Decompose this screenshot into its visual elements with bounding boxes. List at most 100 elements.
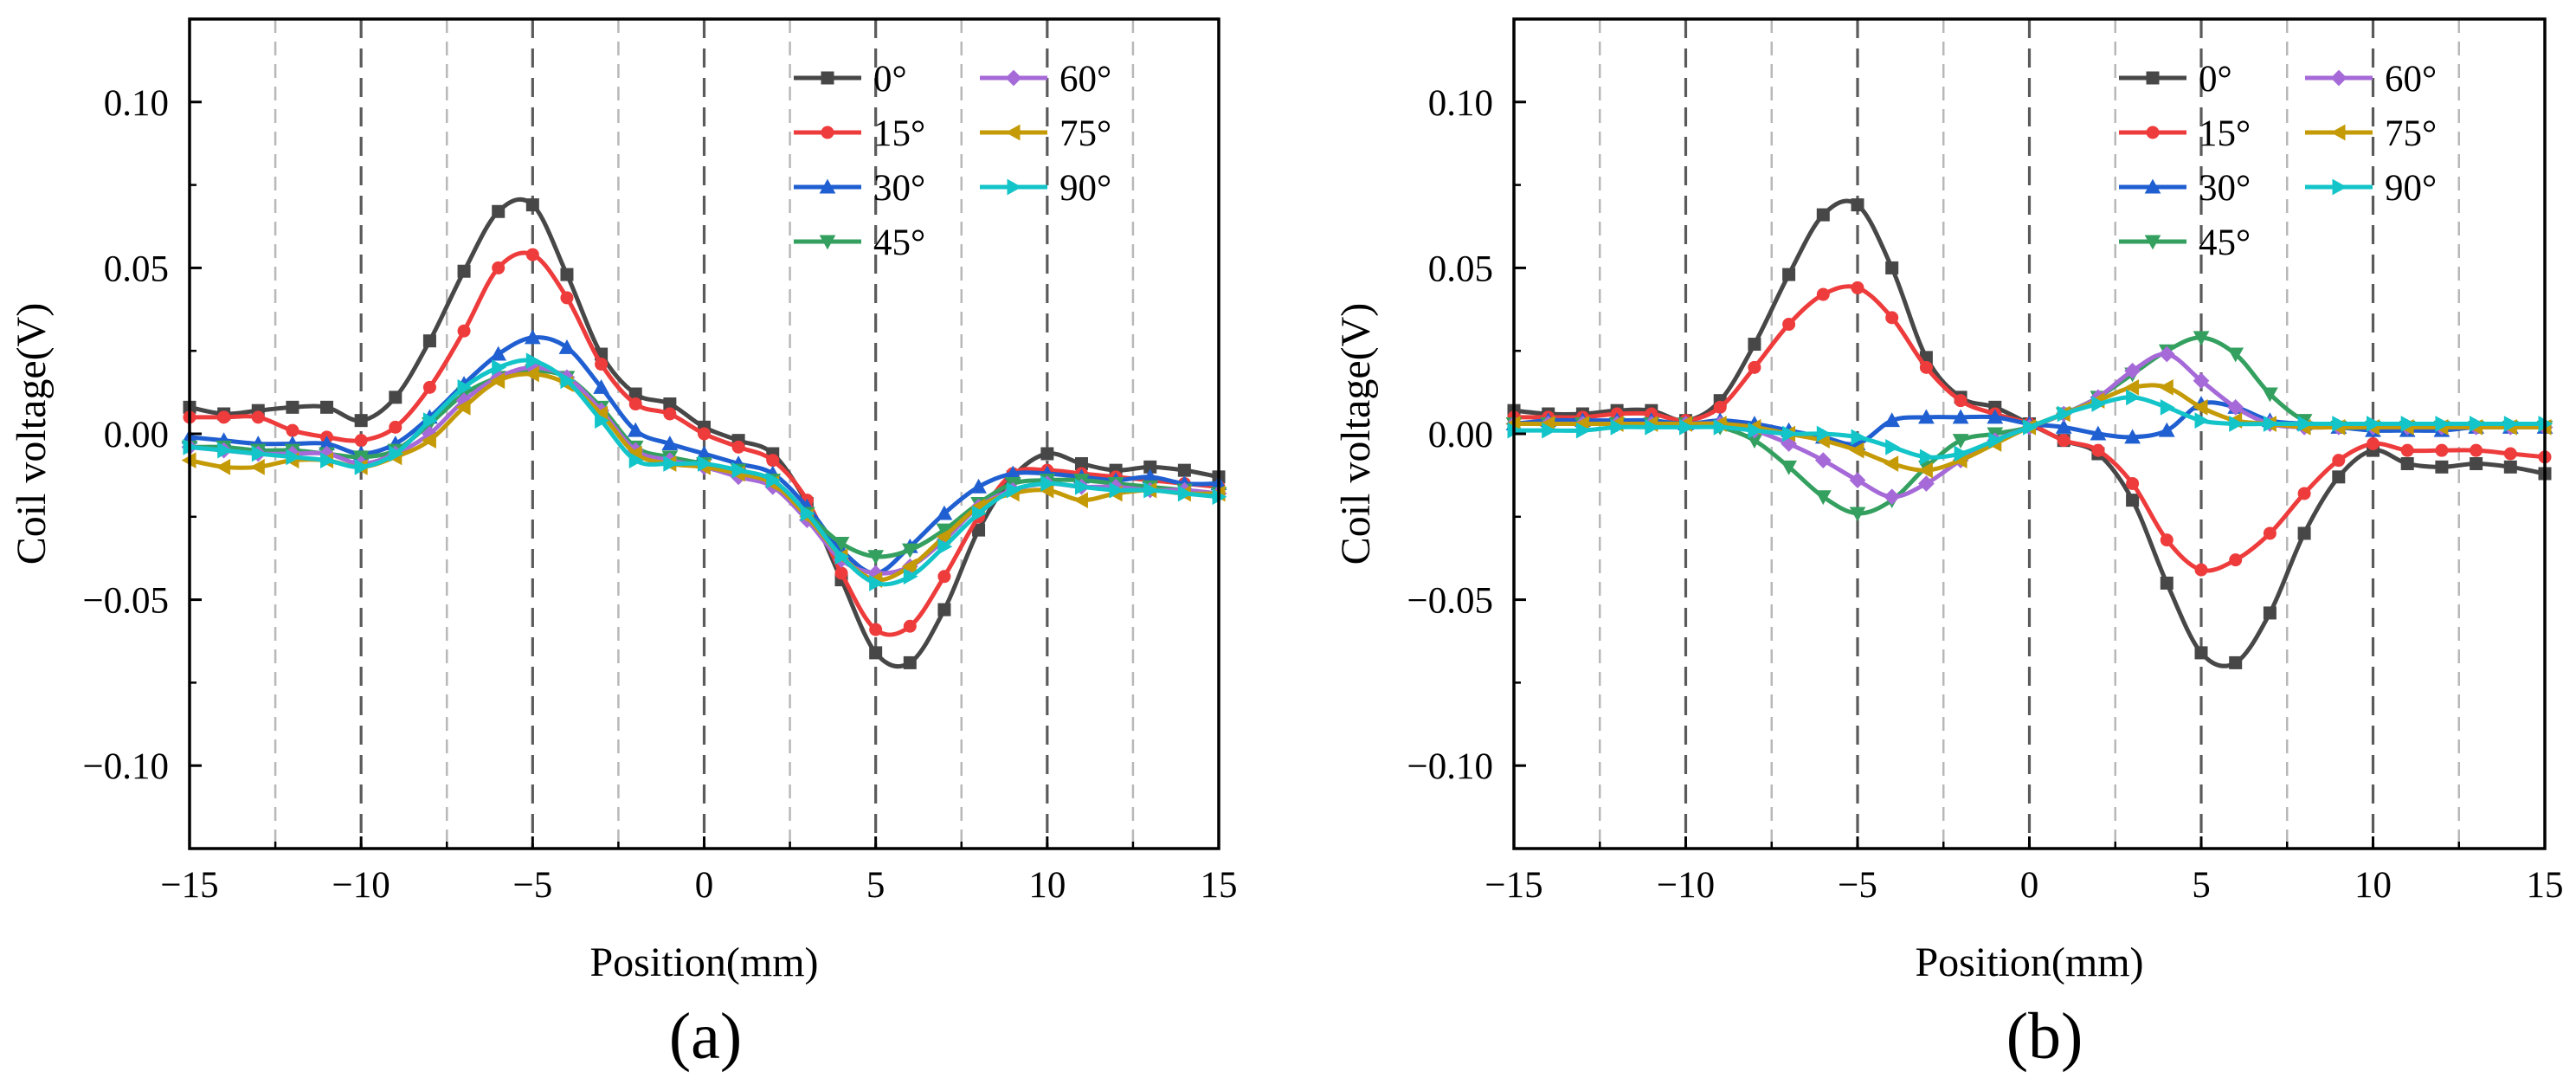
legend-swatch-marker xyxy=(2146,71,2160,85)
data-point xyxy=(1782,318,1796,332)
data-point xyxy=(422,334,436,348)
data-point xyxy=(1746,434,1763,449)
series-1 xyxy=(183,248,1226,637)
legend-label: 30° xyxy=(2199,168,2251,209)
legend-item: 60° xyxy=(2305,59,2437,100)
legend-item: 15° xyxy=(794,113,925,154)
data-point xyxy=(661,436,679,450)
data-point xyxy=(354,458,370,475)
data-point xyxy=(558,339,576,354)
data-point xyxy=(2193,398,2208,416)
x-tick-label: −5 xyxy=(512,865,552,906)
series-6 xyxy=(183,352,1227,591)
legend-swatch-marker xyxy=(2332,178,2347,196)
data-point xyxy=(2400,416,2416,432)
data-point xyxy=(1748,422,1763,439)
data-point xyxy=(1816,425,1832,442)
data-point xyxy=(2470,456,2483,470)
legend-swatch-marker xyxy=(1005,124,1021,141)
data-point xyxy=(1575,422,1591,439)
x-tick-label: 0 xyxy=(695,865,714,906)
data-point xyxy=(560,372,576,390)
data-point xyxy=(1919,449,1935,466)
data-point xyxy=(1954,394,1967,408)
data-point xyxy=(2470,416,2484,432)
data-point xyxy=(936,528,951,546)
data-point xyxy=(354,434,368,448)
data-point xyxy=(628,452,644,469)
series-6 xyxy=(1507,389,2553,466)
data-point xyxy=(595,358,609,371)
data-point xyxy=(869,646,883,660)
data-point xyxy=(2126,389,2141,406)
data-point xyxy=(560,268,574,281)
data-point xyxy=(628,397,642,411)
data-point xyxy=(217,442,233,459)
legend-swatch-marker xyxy=(2144,235,2161,250)
data-point xyxy=(936,523,953,539)
data-point xyxy=(2367,436,2380,450)
data-point xyxy=(1954,445,1969,462)
data-point xyxy=(833,536,850,552)
data-point xyxy=(2091,396,2107,412)
data-point xyxy=(1885,311,1899,325)
data-point xyxy=(1177,485,1193,502)
y-tick-label: −0.10 xyxy=(1407,746,1493,787)
data-point xyxy=(901,543,918,558)
data-point xyxy=(2227,347,2244,363)
data-point xyxy=(1918,409,1935,424)
y-tick-label: 0.05 xyxy=(104,249,169,289)
data-point xyxy=(2435,416,2450,432)
data-point xyxy=(1610,418,1626,436)
legend-swatch-marker xyxy=(2330,124,2346,141)
y-tick-label: 0.05 xyxy=(1428,249,1493,289)
data-point xyxy=(2124,362,2141,379)
legend-swatch-marker xyxy=(821,126,834,139)
legend-label: 15° xyxy=(873,113,925,154)
legend-label: 90° xyxy=(2385,168,2437,209)
data-point xyxy=(286,423,299,437)
data-point xyxy=(903,568,918,585)
legend-item: 75° xyxy=(2305,113,2437,154)
x-axis-label: Position(mm) xyxy=(589,939,818,985)
data-point xyxy=(937,538,953,555)
legend-label: 0° xyxy=(2199,59,2232,100)
x-tick-label: 15 xyxy=(1201,865,1238,906)
data-point xyxy=(936,505,953,520)
y-axis-label: Coil voltage(V) xyxy=(9,303,55,565)
data-point xyxy=(2057,434,2070,448)
legend-item: 90° xyxy=(980,168,1111,209)
data-point xyxy=(869,623,883,636)
x-axis-label: Position(mm) xyxy=(1915,939,2143,985)
data-point xyxy=(1713,418,1729,436)
data-point xyxy=(2263,526,2277,540)
data-point xyxy=(490,372,506,390)
data-point xyxy=(1851,198,1864,212)
legend-label: 0° xyxy=(873,59,907,100)
data-point xyxy=(1851,281,1864,294)
data-point xyxy=(1884,488,1901,506)
y-tick-label: 0.00 xyxy=(1428,415,1493,455)
data-point xyxy=(2332,470,2346,484)
data-point xyxy=(800,505,815,522)
legend-item: 45° xyxy=(2119,223,2251,263)
data-point xyxy=(389,445,404,462)
data-point xyxy=(731,440,745,454)
y-tick-label: −0.10 xyxy=(82,746,169,787)
data-point xyxy=(2400,456,2414,470)
data-point xyxy=(2160,576,2174,590)
data-point xyxy=(2158,378,2174,396)
data-point xyxy=(1542,422,1557,439)
data-point xyxy=(1679,418,1694,436)
data-point xyxy=(216,458,231,475)
data-point xyxy=(593,378,609,394)
legend-item: 45° xyxy=(794,223,925,263)
data-point xyxy=(834,548,850,565)
data-point xyxy=(1849,442,1864,459)
data-point xyxy=(319,436,335,450)
chart-panel-b: −15 −10 −5 0 5 10 15 −0.10 −0.05 0.00 0.05 0.10 Posi… xyxy=(1333,17,2564,1073)
data-point xyxy=(286,400,299,414)
legend-item: 60° xyxy=(980,59,1111,100)
data-point xyxy=(2193,372,2210,390)
